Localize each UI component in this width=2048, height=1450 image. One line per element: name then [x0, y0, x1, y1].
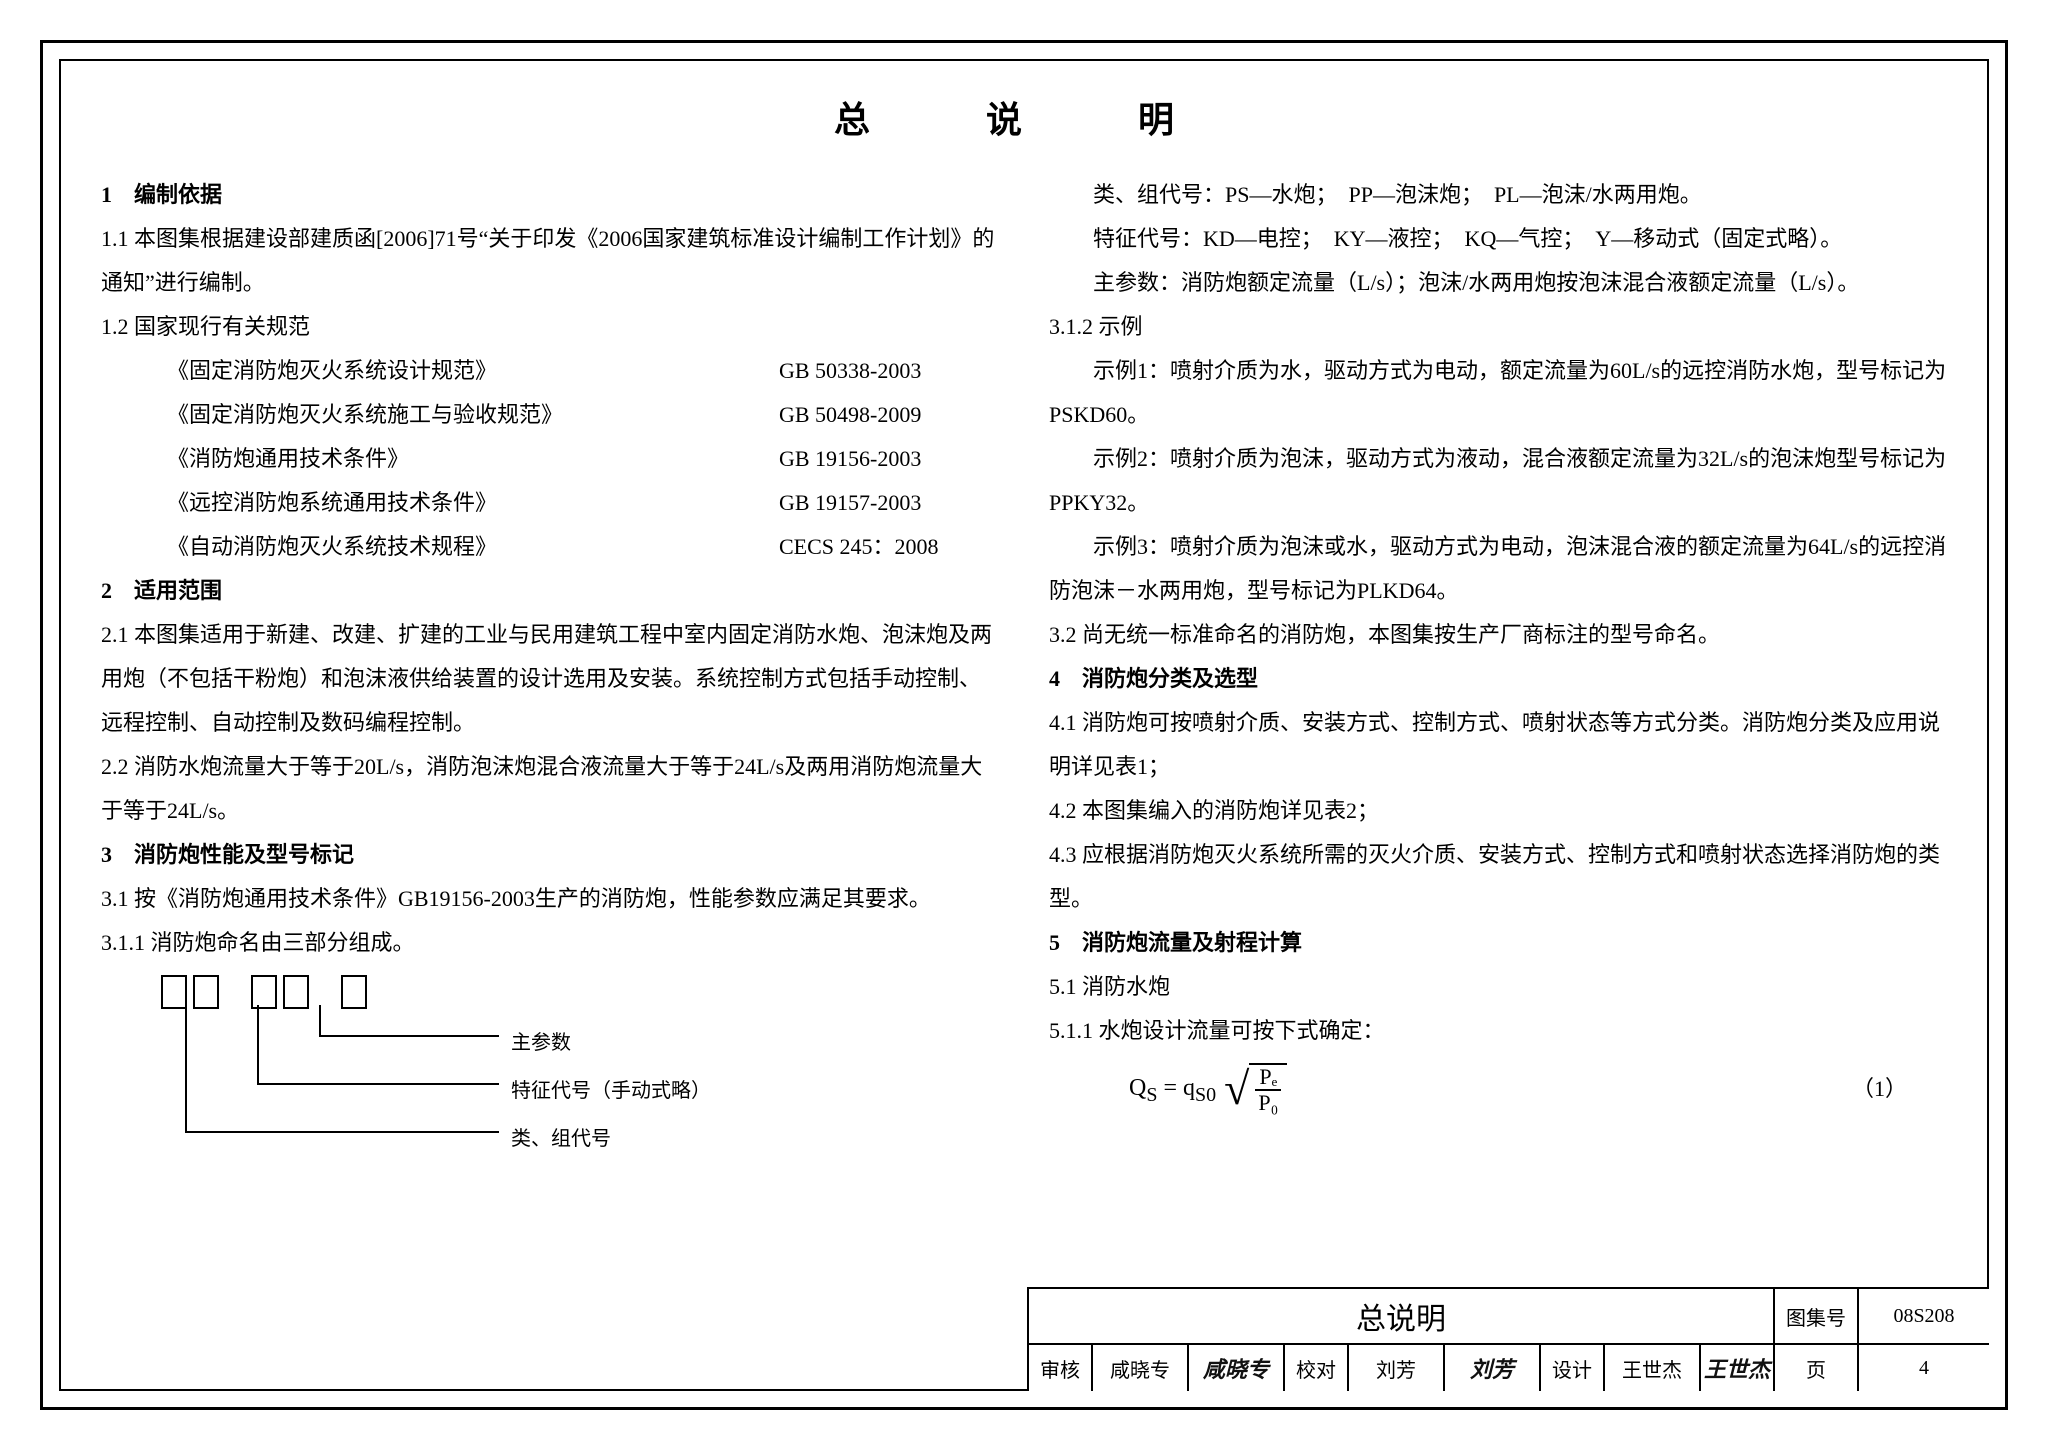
tb-design-name: 王世杰 — [1605, 1345, 1701, 1391]
formula-lhs: QS = qS0 — [1129, 1064, 1216, 1115]
section-5-head: 5 消防炮流量及射程计算 — [1049, 921, 1947, 965]
tb-audit-signature: 咸晓专 — [1189, 1345, 1285, 1391]
para-2-2: 2.2 消防水炮流量大于等于20L/s，消防泡沫炮混合液流量大于等于24L/s及… — [101, 745, 999, 833]
tb-page-value: 4 — [1859, 1345, 1989, 1391]
example-2: 示例2：喷射介质为泡沫，驱动方式为液动，混合液额定流量为32L/s的泡沫炮型号标… — [1049, 437, 1947, 525]
formula-number: （1） — [1852, 1067, 1907, 1111]
two-column-body: 1 编制依据 1.1 本图集根据建设部建质函[2006]71号“关于印发《200… — [101, 173, 1947, 1271]
para-3-1-1: 3.1.1 消防炮命名由三部分组成。 — [101, 921, 999, 965]
inner-frame: 总 说 明 1 编制依据 1.1 本图集根据建设部建质函[2006]71号“关于… — [59, 59, 1989, 1391]
example-3: 示例3：喷射介质为泡沫或水，驱动方式为电动，泡沫混合液的额定流量为64L/s的远… — [1049, 525, 1947, 613]
naming-box — [193, 975, 219, 1009]
title-block-set-value: 08S208 — [1859, 1289, 1989, 1343]
left-column: 1 编制依据 1.1 本图集根据建设部建质函[2006]71号“关于印发《200… — [101, 173, 999, 1271]
standard-name: 《固定消防炮灭火系统施工与验收规范》 — [101, 393, 779, 437]
standard-row: 《固定消防炮灭火系统设计规范》 GB 50338-2003 — [101, 349, 999, 393]
para-class-code: 类、组代号：PS—水炮； PP—泡沫炮； PL—泡沫/水两用炮。 — [1049, 173, 1947, 217]
para-5-1: 5.1 消防水炮 — [1049, 965, 1947, 1009]
example-1: 示例1：喷射介质为水，驱动方式为电动，额定流量为60L/s的远控消防水炮，型号标… — [1049, 349, 1947, 437]
title-block: 总说明 图集号 08S208 审核 咸晓专 咸晓专 校对 刘芳 刘芳 设计 王世… — [1027, 1287, 1989, 1391]
standard-name: 《消防炮通用技术条件》 — [101, 437, 779, 481]
tb-audit-label: 审核 — [1029, 1345, 1093, 1391]
tb-check-name: 刘芳 — [1349, 1345, 1445, 1391]
standard-code: CECS 245：2008 — [779, 525, 999, 569]
tb-design-signature: 王世杰 — [1701, 1345, 1775, 1391]
outer-frame: 总 说 明 1 编制依据 1.1 本图集根据建设部建质函[2006]71号“关于… — [40, 40, 2008, 1410]
right-column: 类、组代号：PS—水炮； PP—泡沫炮； PL—泡沫/水两用炮。 特征代号：KD… — [1049, 173, 1947, 1271]
tb-check-signature: 刘芳 — [1445, 1345, 1541, 1391]
naming-box — [283, 975, 309, 1009]
diagram-label-feature-code: 特征代号（手动式略） — [511, 1071, 711, 1111]
standard-code: GB 19157-2003 — [779, 481, 999, 525]
para-4-3: 4.3 应根据消防炮灭火系统所需的灭火介质、安装方式、控制方式和喷射状态选择消防… — [1049, 833, 1947, 921]
title-block-row-1: 总说明 图集号 08S208 — [1029, 1289, 1989, 1345]
tb-design-label: 设计 — [1541, 1345, 1605, 1391]
para-1-1: 1.1 本图集根据建设部建质函[2006]71号“关于印发《2006国家建筑标准… — [101, 217, 999, 305]
section-3-head: 3 消防炮性能及型号标记 — [101, 833, 999, 877]
para-1-2: 1.2 国家现行有关规范 — [101, 305, 999, 349]
standard-code: GB 50498-2009 — [779, 393, 999, 437]
para-feature-code: 特征代号：KD—电控； KY—液控； KQ—气控； Y—移动式（固定式略）。 — [1049, 217, 1947, 261]
para-main-param: 主参数：消防炮额定流量（L/s）；泡沫/水两用炮按泡沫混合液额定流量（L/s）。 — [1049, 261, 1947, 305]
formula-denominator: P₀ — [1258, 1091, 1278, 1115]
para-3-1-2: 3.1.2 示例 — [1049, 305, 1947, 349]
standard-code: GB 50338-2003 — [779, 349, 999, 393]
standard-row: 《自动消防炮灭火系统技术规程》 CECS 245：2008 — [101, 525, 999, 569]
section-1-head: 1 编制依据 — [101, 173, 999, 217]
tb-audit-name: 咸晓专 — [1093, 1345, 1189, 1391]
section-4-head: 4 消防炮分类及选型 — [1049, 657, 1947, 701]
para-2-1: 2.1 本图集适用于新建、改建、扩建的工业与民用建筑工程中室内固定消防水炮、泡沫… — [101, 613, 999, 745]
title-block-row-2: 审核 咸晓专 咸晓专 校对 刘芳 刘芳 设计 王世杰 王世杰 页 4 — [1029, 1345, 1989, 1391]
standard-row: 《消防炮通用技术条件》 GB 19156-2003 — [101, 437, 999, 481]
formula-fraction: Pₑ P₀ — [1249, 1063, 1287, 1115]
standard-name: 《远控消防炮系统通用技术条件》 — [101, 481, 779, 525]
standard-name: 《自动消防炮灭火系统技术规程》 — [101, 525, 779, 569]
tb-page-label: 页 — [1775, 1345, 1859, 1391]
para-5-1-1: 5.1.1 水炮设计流量可按下式确定： — [1049, 1009, 1947, 1053]
naming-box — [341, 975, 367, 1009]
diagram-label-class-code: 类、组代号 — [511, 1119, 611, 1159]
standard-row: 《固定消防炮灭火系统施工与验收规范》 GB 50498-2009 — [101, 393, 999, 437]
title-block-set-label: 图集号 — [1775, 1289, 1859, 1343]
naming-diagram: 主参数 特征代号（手动式略） 类、组代号 — [161, 975, 999, 1185]
naming-box — [161, 975, 187, 1009]
formula-1: QS = qS0 √ Pₑ P₀ （1） — [1129, 1063, 1947, 1115]
section-2-head: 2 适用范围 — [101, 569, 999, 613]
para-4-1: 4.1 消防炮可按喷射介质、安装方式、控制方式、喷射状态等方式分类。消防炮分类及… — [1049, 701, 1947, 789]
standard-row: 《远控消防炮系统通用技术条件》 GB 19157-2003 — [101, 481, 999, 525]
title-block-doc-title: 总说明 — [1029, 1289, 1775, 1343]
standard-code: GB 19156-2003 — [779, 437, 999, 481]
naming-box — [251, 975, 277, 1009]
standard-name: 《固定消防炮灭火系统设计规范》 — [101, 349, 779, 393]
sqrt-icon: √ Pₑ P₀ — [1224, 1063, 1287, 1115]
diagram-label-main-param: 主参数 — [511, 1023, 571, 1063]
para-4-2: 4.2 本图集编入的消防炮详见表2； — [1049, 789, 1947, 833]
para-3-2: 3.2 尚无统一标准命名的消防炮，本图集按生产厂商标注的型号命名。 — [1049, 613, 1947, 657]
tb-check-label: 校对 — [1285, 1345, 1349, 1391]
sheet: 总 说 明 1 编制依据 1.1 本图集根据建设部建质函[2006]71号“关于… — [0, 0, 2048, 1450]
page-title: 总 说 明 — [101, 91, 1947, 143]
naming-boxes — [161, 975, 999, 1009]
para-3-1: 3.1 按《消防炮通用技术条件》GB19156-2003生产的消防炮，性能参数应… — [101, 877, 999, 921]
formula-numerator: Pₑ — [1255, 1065, 1281, 1091]
